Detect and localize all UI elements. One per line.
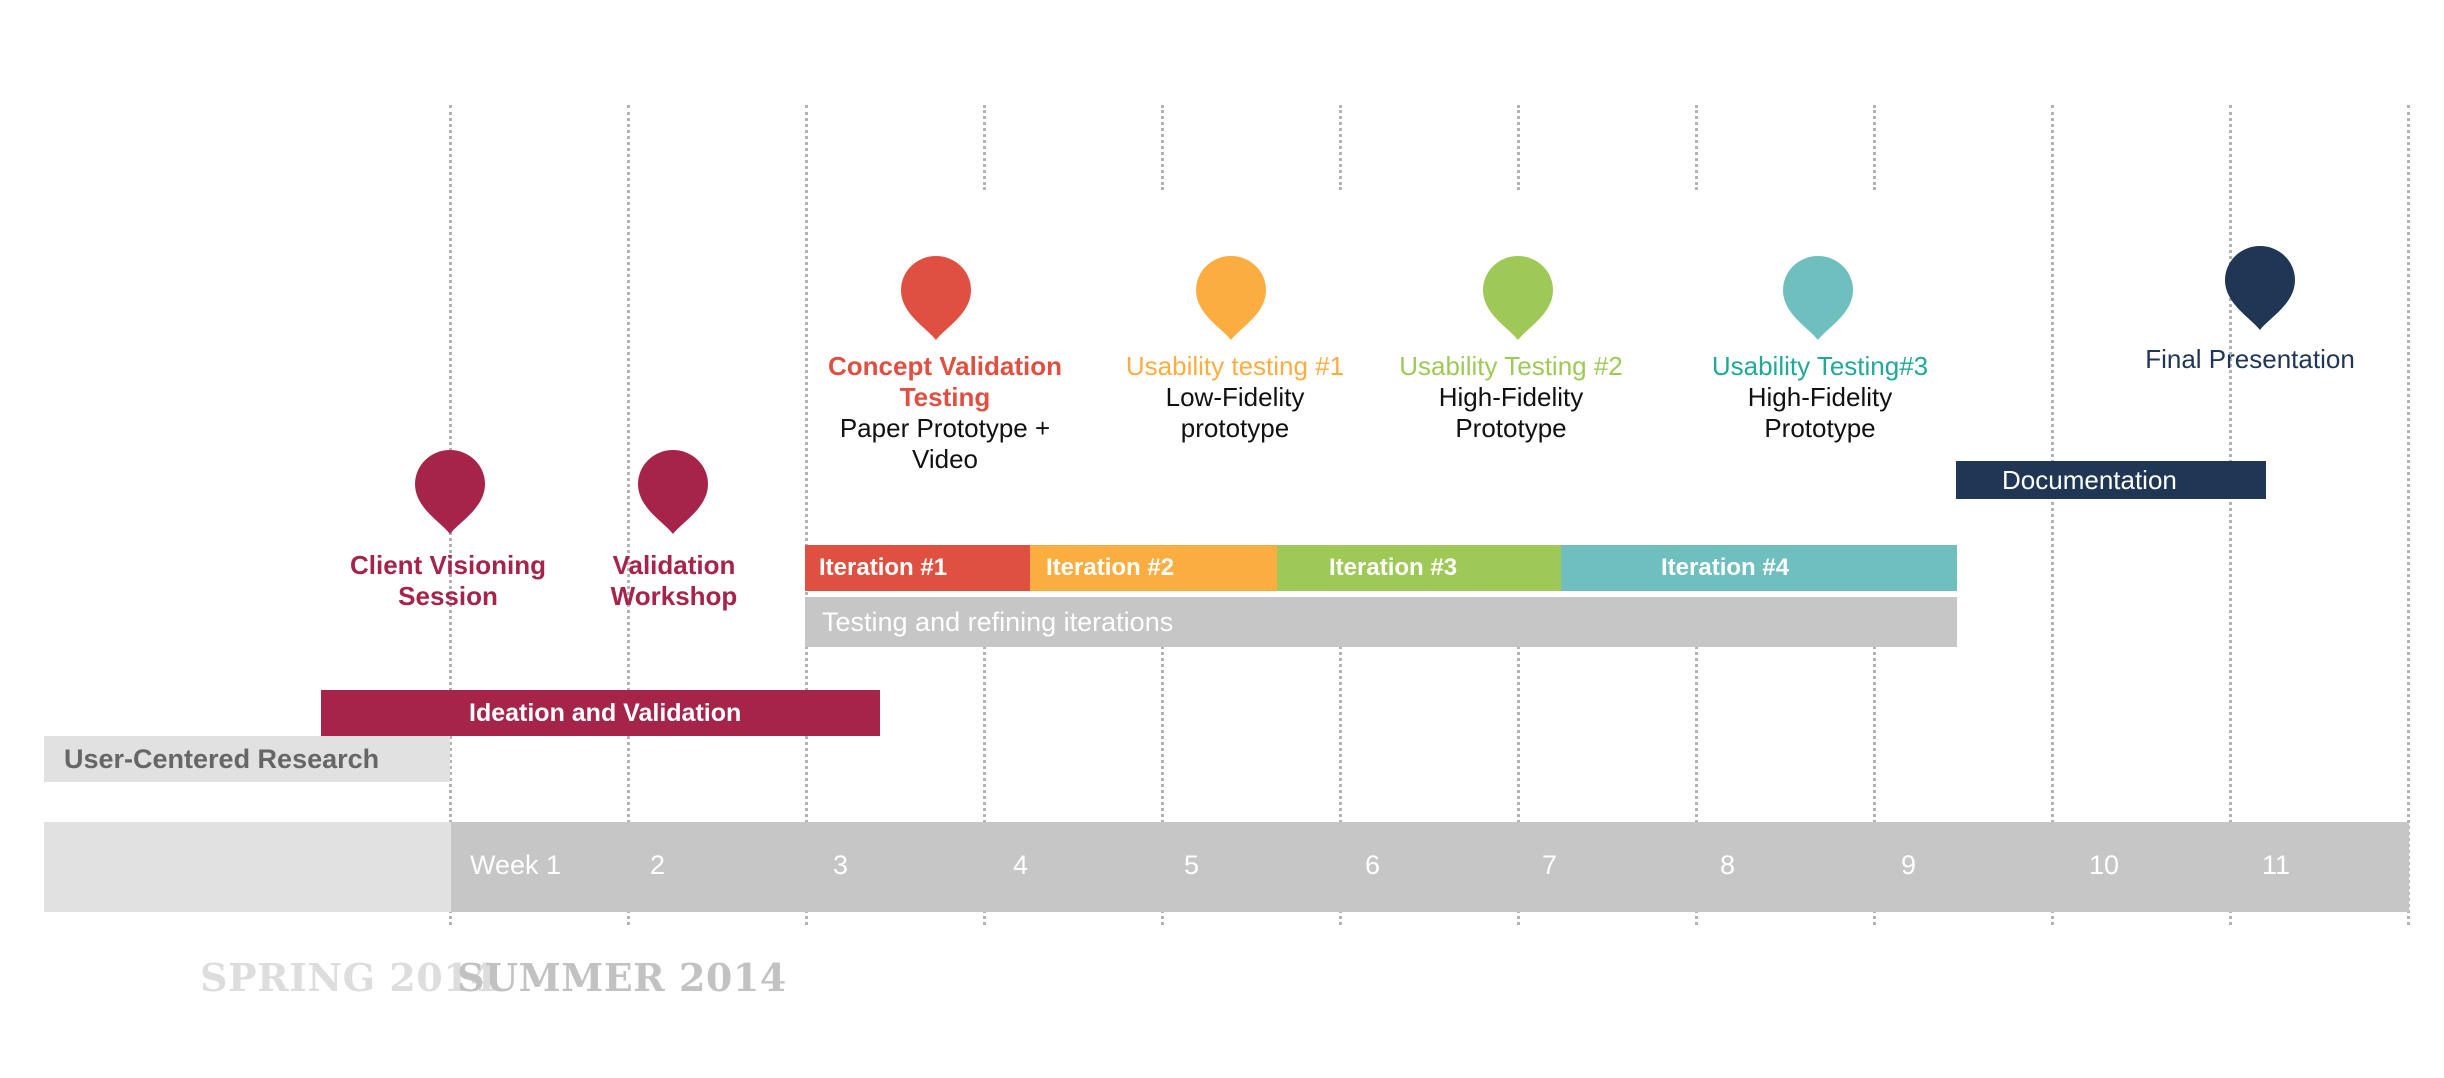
iteration-bar-4: Iteration #4 [1561, 545, 1957, 591]
gridline-week-7-top [1517, 105, 1520, 190]
phase-bar-testing: Testing and refining iterations [805, 597, 1957, 647]
week-label-2: 2 [650, 850, 666, 880]
gridline-week-12 [2407, 105, 2410, 925]
iteration-label-1: Iteration #1 [819, 554, 948, 581]
milestone-title: Client Visioning Session [350, 550, 546, 611]
milestone-usability-3: Usability Testing#3 High-Fidelity Protot… [1685, 351, 1955, 444]
gridline-week-11 [2229, 105, 2232, 925]
gridline-week-6 [1339, 640, 1342, 925]
gridline-week-7 [1517, 640, 1520, 925]
phase-label-testing: Testing and refining iterations [822, 606, 1174, 637]
milestone-client-visioning: Client Visioning Session [328, 550, 568, 612]
phase-bar-ideation: Ideation and Validation [321, 690, 880, 736]
gridline-week-8 [1695, 640, 1698, 925]
milestone-title: Usability testing #1 [1125, 351, 1345, 381]
week-label-11: 11 [2262, 850, 2291, 880]
milestone-title: Usability Testing#3 [1711, 351, 1929, 381]
week-axis-summer-band [451, 822, 2409, 912]
map-pin-icon [1196, 256, 1266, 340]
phase-label-documentation: Documentation [2002, 464, 2177, 495]
map-pin-icon [1783, 256, 1853, 340]
week-label-9: 9 [1901, 850, 1917, 880]
week-label-10: 10 [2089, 850, 2120, 880]
map-pin-icon [1483, 256, 1553, 340]
iteration-bar-3: Iteration #3 [1277, 545, 1561, 591]
gridline-week-6-top [1339, 105, 1342, 190]
milestone-validation-workshop: Validation Workshop [599, 550, 749, 612]
week-label-3: 3 [833, 850, 849, 880]
milestone-title: Validation Workshop [610, 550, 738, 611]
iteration-label-3: Iteration #3 [1329, 554, 1458, 581]
week-label-6: 6 [1365, 850, 1381, 880]
gridline-week-5 [1161, 640, 1164, 925]
gridline-week-4 [983, 640, 986, 925]
milestone-usability-1: Usability testing #1 Low-Fidelity protot… [1100, 351, 1370, 444]
map-pin-icon [2225, 246, 2295, 330]
map-pin-icon [901, 256, 971, 340]
gridline-week-3 [805, 105, 808, 925]
season-label-spring: SPRING 2014 [200, 955, 498, 1000]
gridline-week-10 [2051, 105, 2054, 925]
iteration-bar-1: Iteration #1 [805, 545, 1030, 591]
iteration-label-4: Iteration #4 [1661, 554, 1790, 581]
gridline-week-2 [627, 105, 630, 925]
milestone-title: Concept Validation Testing [827, 351, 1063, 412]
milestone-title: Final Presentation [2145, 344, 2355, 374]
week-label-7: 7 [1542, 850, 1558, 880]
milestone-subtitle: Paper Prototype + Video [839, 413, 1051, 474]
iteration-bar-2: Iteration #2 [1030, 545, 1277, 591]
milestone-concept-validation: Concept Validation Testing Paper Prototy… [810, 351, 1080, 475]
map-pin-icon [415, 450, 485, 534]
milestone-subtitle: Low-Fidelity prototype [1165, 382, 1305, 443]
milestone-subtitle: High-Fidelity Prototype [1747, 382, 1893, 443]
map-pin-icon [638, 450, 708, 534]
week-label-1: Week 1 [470, 850, 562, 880]
gridline-week-9-top [1873, 105, 1876, 190]
gridline-week-8-top [1695, 105, 1698, 190]
iteration-label-2: Iteration #2 [1046, 554, 1175, 581]
milestone-usability-2: Usability Testing #2 High-Fidelity Proto… [1376, 351, 1646, 444]
gridline-week-9 [1873, 640, 1876, 925]
week-label-4: 4 [1013, 850, 1029, 880]
milestone-final-presentation: Final Presentation [2120, 344, 2380, 375]
phase-label-ideation: Ideation and Validation [469, 698, 742, 727]
week-axis-spring-band [44, 822, 451, 912]
phase-bar-research: User-Centered Research [44, 736, 450, 782]
milestone-title: Usability Testing #2 [1399, 351, 1623, 381]
week-label-5: 5 [1184, 850, 1200, 880]
milestone-subtitle: High-Fidelity Prototype [1438, 382, 1584, 443]
season-label-summer: SUMMER 2014 [457, 955, 787, 1000]
gridline-week-4-top [983, 105, 986, 190]
phase-label-research: User-Centered Research [64, 743, 380, 774]
phase-bar-documentation: Documentation [1956, 461, 2266, 499]
week-label-8: 8 [1720, 850, 1736, 880]
gridline-week-5-top [1161, 105, 1164, 190]
